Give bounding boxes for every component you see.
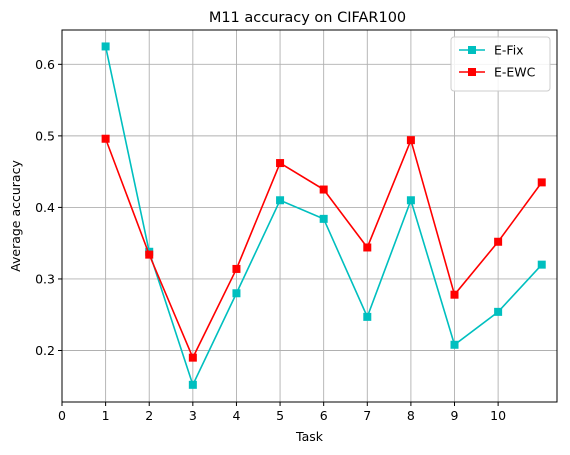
data-point	[319, 185, 328, 194]
data-point	[450, 340, 459, 349]
y-tick-label: 0.3	[35, 271, 55, 286]
data-point	[363, 312, 372, 321]
x-axis-label: Task	[295, 429, 324, 444]
x-axis-ticks: 0 1 2 3 4 5 6 7 8 9 10	[58, 402, 506, 423]
plot-frame	[61, 29, 558, 403]
y-tick-label: 0.5	[35, 128, 55, 143]
x-tick-label: 7	[363, 408, 371, 423]
chart-title: M11 accuracy on CIFAR100	[209, 10, 406, 26]
data-point	[406, 196, 415, 205]
x-tick-label: 6	[320, 408, 328, 423]
legend-marker-e-ewc	[468, 68, 476, 76]
x-tick-label: 10	[490, 408, 506, 423]
data-point	[276, 159, 285, 168]
grid	[61, 30, 557, 402]
x-tick-label: 5	[276, 408, 284, 423]
data-point	[450, 290, 459, 299]
y-tick-label: 0.6	[35, 57, 55, 72]
data-point	[537, 260, 546, 269]
x-tick-label: 3	[189, 408, 197, 423]
y-tick-label: 0.4	[35, 200, 55, 215]
data-point	[232, 289, 241, 298]
data-point	[319, 214, 328, 223]
x-tick-label: 9	[451, 408, 459, 423]
data-point	[494, 237, 503, 246]
data-point	[101, 42, 110, 51]
data-point	[188, 380, 197, 389]
data-point	[232, 264, 241, 273]
legend-marker-e-fix	[468, 46, 476, 54]
data-point	[494, 307, 503, 316]
legend-label-e-fix: E-Fix	[494, 43, 524, 58]
legend: E-Fix E-EWC	[450, 36, 551, 92]
x-tick-label: 1	[102, 408, 110, 423]
x-tick-label: 4	[232, 408, 240, 423]
legend-label-e-ewc: E-EWC	[494, 65, 536, 80]
y-axis-ticks: 0.2 0.3 0.4 0.5 0.6	[35, 57, 62, 358]
data-point	[101, 134, 110, 143]
data-point	[276, 196, 285, 205]
data-point	[406, 136, 415, 145]
y-axis-label: Average accuracy	[8, 160, 23, 272]
series-e-ewc	[101, 134, 546, 362]
series-layer	[101, 42, 546, 389]
x-tick-label: 0	[58, 408, 66, 423]
data-point	[188, 353, 197, 362]
x-tick-label: 8	[407, 408, 415, 423]
y-tick-label: 0.2	[35, 343, 55, 358]
data-point	[363, 243, 372, 252]
x-tick-label: 2	[145, 408, 153, 423]
data-point	[145, 250, 154, 259]
data-point	[537, 178, 546, 187]
